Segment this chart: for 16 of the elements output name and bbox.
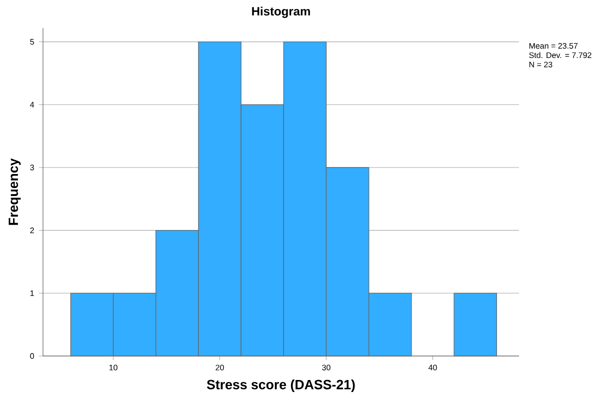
text: Mean = 23.57 bbox=[529, 43, 578, 49]
x-tick-label: 30 bbox=[322, 364, 330, 370]
y-axis-title: Frequency bbox=[8, 158, 21, 225]
x-axis-title: Stress score (DASS-21) bbox=[206, 380, 355, 392]
y-tick-label: 5 bbox=[30, 39, 34, 45]
y-tick-label: 4 bbox=[30, 102, 34, 108]
text: Std. Dev. = 7.792 bbox=[529, 52, 592, 58]
y-tick-label: 0 bbox=[30, 353, 34, 359]
y-tick-label: 2 bbox=[30, 228, 34, 234]
x-tick-label: 20 bbox=[216, 364, 224, 370]
x-tick-label: 40 bbox=[428, 364, 437, 370]
text: N = 23 bbox=[529, 62, 552, 68]
y-tick-label: 1 bbox=[30, 290, 34, 296]
y-tick-label: 3 bbox=[30, 164, 34, 170]
x-tick-label: 10 bbox=[109, 364, 118, 370]
chart-title: Histogram bbox=[252, 6, 310, 18]
